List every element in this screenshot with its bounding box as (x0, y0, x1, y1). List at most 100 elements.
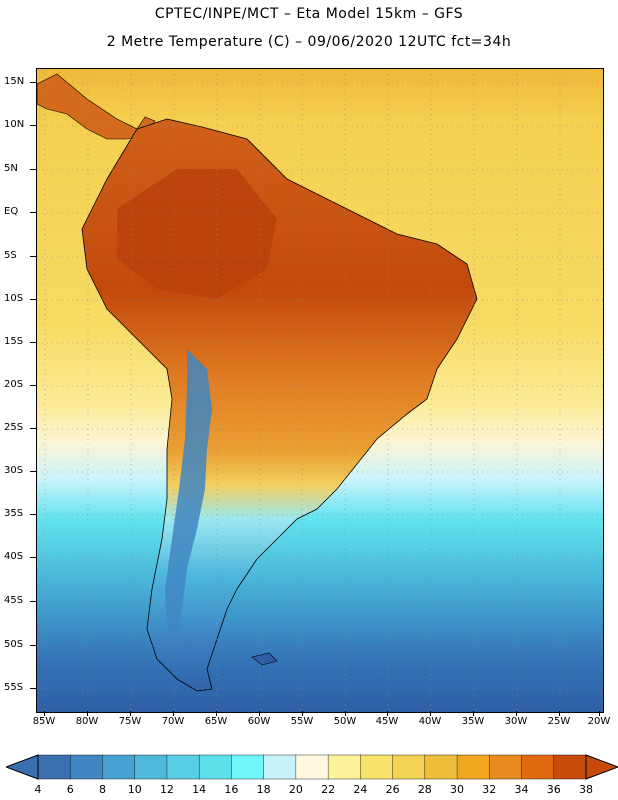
colorbar-swatch (166, 754, 200, 780)
lon-tick (345, 711, 346, 716)
lat-tick (30, 299, 36, 300)
lon-tick (87, 711, 88, 716)
lat-tick (30, 342, 36, 343)
colorbar-swatch (231, 754, 265, 780)
graticule (37, 69, 603, 712)
lat-tick (30, 688, 36, 689)
colorbar-swatch (327, 754, 362, 780)
lon-label: 20W (587, 716, 611, 727)
colorbar-left-arrow (6, 754, 39, 780)
colorbar-label: 14 (192, 783, 207, 796)
lon-label: 30W (504, 716, 528, 727)
lon-label: 45W (375, 716, 399, 727)
lon-label: 85W (32, 716, 56, 727)
lat-label: 55S (4, 682, 24, 693)
andes-cold-band (165, 349, 212, 639)
colorbar-swatch (102, 754, 136, 780)
lat-tick (30, 645, 36, 646)
lon-label: 65W (204, 716, 228, 727)
colorbar-label: 20 (288, 783, 303, 796)
lon-label: 35W (461, 716, 485, 727)
colorbar-label: 26 (385, 783, 400, 796)
colorbar-label: 10 (127, 783, 142, 796)
colorbar-label: 34 (514, 783, 529, 796)
lon-label: 40W (418, 716, 442, 727)
lat-label: 5N (4, 163, 18, 174)
falkland-islands (251, 652, 278, 666)
lon-tick (516, 711, 517, 716)
colorbar-label: 36 (546, 783, 561, 796)
colorbar-label: 6 (66, 783, 74, 796)
colorbar-label: 4 (34, 783, 42, 796)
colorbar-swatch (295, 754, 329, 780)
colorbar-swatch (360, 754, 394, 780)
lon-tick (130, 711, 131, 716)
colorbar-label: 38 (579, 783, 593, 796)
lat-tick (30, 125, 36, 126)
colorbar-right-arrow (585, 754, 618, 780)
colorbar-swatch (263, 754, 297, 780)
lon-tick (430, 711, 431, 716)
colorbar-label: 8 (98, 783, 106, 796)
lon-tick (559, 711, 560, 716)
lon-label: 55W (290, 716, 314, 727)
colorbar-swatch (521, 754, 555, 780)
lat-label: EQ (4, 206, 19, 217)
lon-tick (216, 711, 217, 716)
lat-tick (30, 385, 36, 386)
lat-label: 50S (4, 639, 24, 650)
lat-tick (30, 212, 36, 213)
lat-tick (30, 514, 36, 515)
lon-label: 60W (247, 716, 271, 727)
colorbar-swatch (456, 754, 490, 780)
lon-tick (259, 711, 260, 716)
lon-tick (599, 711, 600, 716)
lon-tick (173, 711, 174, 716)
map-svg (37, 69, 603, 712)
lon-label: 70W (161, 716, 185, 727)
lon-tick (302, 711, 303, 716)
lat-tick (30, 82, 36, 83)
colorbar-label: 28 (417, 783, 432, 796)
lat-label: 25S (4, 422, 24, 433)
lon-label: 50W (333, 716, 357, 727)
lat-tick (30, 471, 36, 472)
colorbar-label: 30 (450, 783, 465, 796)
colorbar-swatch (198, 754, 233, 780)
colorbar-label: 22 (321, 783, 336, 796)
lat-label: 15S (4, 336, 24, 347)
lat-label: 40S (4, 551, 24, 562)
lat-label: 10S (4, 293, 24, 304)
colorbar-swatch (553, 754, 587, 780)
temperature-map (36, 68, 604, 713)
lon-label: 75W (118, 716, 142, 727)
colorbar-swatch (134, 754, 168, 780)
lat-tick (30, 601, 36, 602)
lat-tick (30, 256, 36, 257)
colorbar-swatch (70, 754, 104, 780)
lat-label: 20S (4, 379, 24, 390)
colorbar (6, 754, 618, 780)
amazon-hot-core (117, 169, 277, 299)
colorbar-label: 12 (159, 783, 174, 796)
colorbar-swatch (424, 754, 458, 780)
colorbar-label: 18 (256, 783, 271, 796)
lat-tick (30, 169, 36, 170)
lat-label: 15N (4, 76, 25, 87)
colorbar-swatch (37, 754, 71, 780)
colorbar-swatch (392, 754, 426, 780)
lon-tick (387, 711, 388, 716)
colorbar-label: 24 (353, 783, 368, 796)
lon-tick (44, 711, 45, 716)
colorbar-label: 32 (482, 783, 497, 796)
title-line-2: 2 Metre Temperature (C) – 09/06/2020 12U… (106, 34, 512, 50)
lat-label: 10N (4, 119, 25, 130)
lon-label: 80W (75, 716, 99, 727)
lon-tick (473, 711, 474, 716)
lat-label: 35S (4, 508, 24, 519)
title-line-1: CPTEC/INPE/MCT – Eta Model 15km – GFS (154, 6, 464, 22)
lon-label: 25W (547, 716, 571, 727)
lat-tick (30, 428, 36, 429)
colorbar-swatch (489, 754, 523, 780)
lat-label: 45S (4, 595, 24, 606)
